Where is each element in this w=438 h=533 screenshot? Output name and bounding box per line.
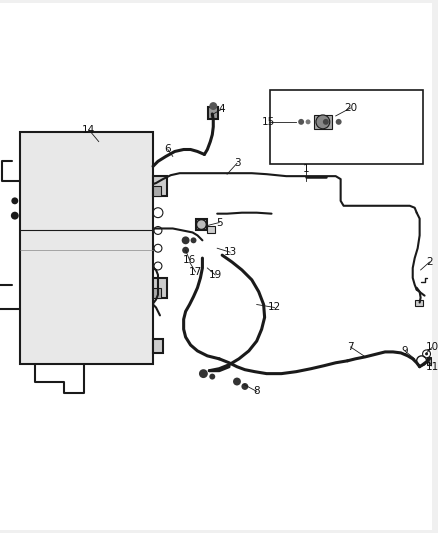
Circle shape (241, 383, 248, 390)
Circle shape (209, 374, 215, 379)
Bar (195, 219, 207, 230)
Text: 3: 3 (233, 158, 240, 168)
Bar (208, 107, 218, 119)
Circle shape (182, 247, 189, 254)
Text: 6: 6 (165, 144, 171, 155)
Circle shape (11, 212, 19, 220)
Circle shape (11, 197, 18, 204)
Text: 4: 4 (219, 104, 226, 114)
Circle shape (182, 236, 190, 244)
Bar (415, 300, 423, 305)
Bar (153, 339, 163, 353)
Text: 5: 5 (216, 217, 223, 228)
Bar (207, 225, 215, 233)
Text: 15: 15 (262, 117, 275, 127)
Text: 17: 17 (189, 267, 202, 277)
Text: 7: 7 (347, 342, 354, 352)
Text: 9: 9 (402, 346, 408, 356)
Text: 1: 1 (303, 164, 309, 174)
Text: 2: 2 (426, 257, 433, 267)
Circle shape (316, 115, 330, 129)
Bar (269, 90, 423, 164)
Bar (153, 278, 167, 297)
Bar (314, 115, 332, 129)
Text: 10: 10 (426, 342, 438, 352)
Bar (153, 288, 161, 297)
Circle shape (336, 119, 342, 125)
Text: 13: 13 (223, 247, 237, 257)
Circle shape (298, 119, 304, 125)
Circle shape (191, 237, 197, 243)
Circle shape (306, 119, 311, 124)
Circle shape (425, 352, 428, 356)
Bar (153, 176, 167, 196)
Circle shape (209, 102, 217, 110)
Text: 11: 11 (426, 362, 438, 372)
Text: 12: 12 (268, 302, 281, 312)
Circle shape (323, 119, 329, 125)
Text: 14: 14 (82, 125, 95, 135)
Bar (153, 186, 161, 196)
Bar (20, 132, 153, 364)
Text: 8: 8 (254, 386, 260, 397)
Circle shape (199, 369, 208, 378)
Text: 16: 16 (183, 255, 196, 265)
Text: 19: 19 (208, 270, 222, 280)
Circle shape (233, 377, 241, 385)
Text: 20: 20 (344, 103, 357, 113)
Bar (427, 357, 431, 365)
